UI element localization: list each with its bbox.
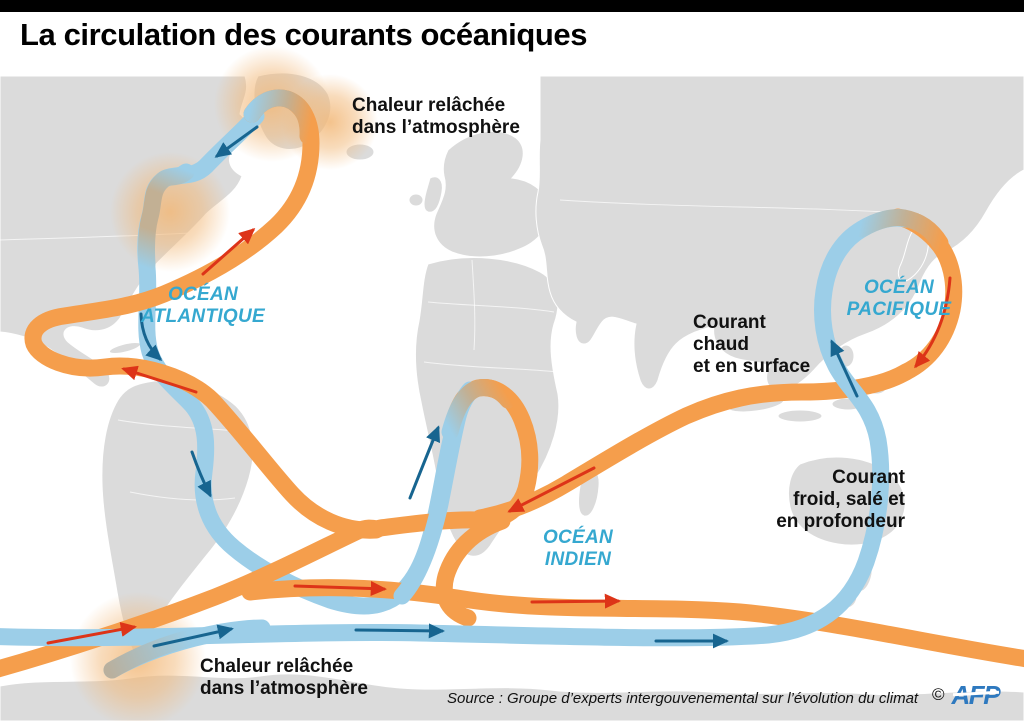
ocean-label-indian: OCÉAN INDIEN: [542, 527, 614, 570]
transition-segments: [103, 89, 949, 679]
top-bar: [0, 0, 1024, 12]
source-credit: Source : Groupe d’experts intergouveneme…: [447, 690, 919, 707]
indian-loop-tail: [435, 512, 511, 627]
pacific-to-indian: [471, 363, 915, 527]
annotation-heat-release-top: Chaleur relâchée dans l’atmosphère: [352, 95, 520, 138]
cuba: [108, 342, 142, 354]
copyright-symbol: ©: [932, 685, 945, 704]
asia: [535, 75, 1024, 391]
ocean-label-pacific: OCÉAN PACIFIQUE: [846, 277, 952, 320]
europe: [433, 130, 550, 258]
annotation-heat-release-bottom: Chaleur relâchée dans l’atmosphère: [200, 656, 368, 699]
cold-flow-arrows: [139, 125, 859, 649]
warm-flow-arrows: [46, 228, 952, 645]
circumpolar-and-pacific: [0, 209, 915, 647]
afp-logo: AFP: [951, 680, 1001, 710]
annotation-cold-current: Courant froid, salé et en profondeur: [776, 467, 905, 532]
british-isles: [423, 176, 443, 213]
annotation-warm-current: Courant chaud et en surface: [693, 312, 811, 377]
afp-logo-block: © AFP: [932, 680, 1001, 710]
ocean-label-atlantic: OCÉAN ATLANTIQUE: [140, 284, 266, 327]
page-title: La circulation des courants océaniques: [20, 17, 588, 52]
